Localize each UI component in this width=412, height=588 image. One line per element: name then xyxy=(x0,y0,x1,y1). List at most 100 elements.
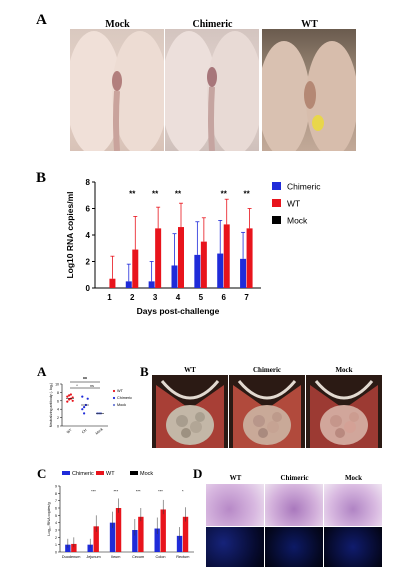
y-tick-label: 9 xyxy=(55,485,57,489)
significance-label: ** xyxy=(221,190,228,199)
y-tick-label: 10 xyxy=(55,383,59,387)
bar-chimeric xyxy=(65,544,71,552)
he-stain-wt xyxy=(206,484,264,526)
necropsy-label-wt: WT xyxy=(184,366,196,374)
top-B-chart: 0 2 4 6 8 Log10 RNA copies/ml Days post-challe… xyxy=(65,178,321,316)
legend-marker xyxy=(112,389,116,393)
bottom-panel-A-letter: A xyxy=(37,364,47,379)
histology-label-mock: Mock xyxy=(344,474,363,482)
x-tick-label: Cecum xyxy=(132,555,144,559)
scatter-point-wt xyxy=(69,397,72,400)
y-tick-label: 1 xyxy=(55,543,57,547)
y-tick-label: 6 xyxy=(55,507,57,511)
bar-wt xyxy=(178,227,184,288)
bar-chimeric xyxy=(194,254,201,288)
y-tick-label: 0 xyxy=(86,284,91,293)
scatter-point-wt xyxy=(71,399,74,402)
y-tick-label: 4 xyxy=(86,231,91,240)
significance-label: ** xyxy=(83,377,87,383)
legend-swatch-chimeric xyxy=(62,471,70,475)
bar-chimeric xyxy=(87,544,93,552)
y-axis-label: Neutralizing antibody (- log₂) xyxy=(49,383,53,427)
significance-label: *** xyxy=(158,489,163,494)
if-stain-wt xyxy=(206,527,264,567)
scatter-point-wt xyxy=(71,396,74,399)
x-tick-label: Rectum xyxy=(176,555,189,559)
legend-label-wt: WT xyxy=(106,471,115,477)
y-tick-label: 3 xyxy=(55,529,57,533)
x-tick-label: 7 xyxy=(244,293,249,302)
x-tick-label: 6 xyxy=(221,293,226,302)
bar-wt xyxy=(182,516,189,552)
y-tick-label: 0 xyxy=(55,551,57,555)
significance-label: * xyxy=(182,489,184,494)
x-tick-label: 1 xyxy=(107,293,112,302)
scatter-point-wt xyxy=(66,395,69,398)
scatter-point-chimeric xyxy=(83,406,86,409)
y-tick-label: 6 xyxy=(57,399,59,403)
significance-label: ** xyxy=(152,190,159,199)
y-tick-label: 8 xyxy=(55,492,57,496)
legend-label-chimeric: Chimeric xyxy=(287,182,321,192)
bottom-C-chart: 0 1 2 3 4 5 6 7 8 9 Log₁₀ RNA copies/g Chimeric WT Mo… xyxy=(47,471,194,559)
significance-label: ** xyxy=(243,190,250,199)
necropsy-chimeric-photo xyxy=(229,375,305,448)
bar-chimeric xyxy=(240,258,247,288)
bottom-panel-B-letter: B xyxy=(140,364,149,379)
y-axis-label: Log₁₀ RNA copies/g xyxy=(47,502,51,535)
photo-label-chimeric: Chimeric xyxy=(192,19,233,30)
y-tick-label: 2 xyxy=(86,258,91,267)
x-tick-label: WT xyxy=(66,427,73,434)
legend-swatch-chimeric xyxy=(272,182,281,190)
legend-swatch-wt xyxy=(272,199,281,207)
scatter-point-chimeric xyxy=(81,395,84,398)
y-tick-label: 2 xyxy=(55,536,57,540)
legend-label: Chimeric xyxy=(117,396,132,400)
y-tick-label: 4 xyxy=(57,408,59,412)
y-tick-label: 4 xyxy=(55,521,57,525)
legend-label: WT xyxy=(117,389,124,393)
y-tick-label: 5 xyxy=(55,514,57,518)
bar-chimeric xyxy=(148,281,155,288)
legend-marker xyxy=(112,403,116,407)
top-panel-A-letter: A xyxy=(36,12,47,28)
significance-label: *** xyxy=(113,489,118,494)
bottom-panel-D-letter: D xyxy=(193,466,203,481)
legend-label-mock: Mock xyxy=(140,471,153,477)
bar-chimeric xyxy=(125,281,132,288)
x-tick-label: 4 xyxy=(176,293,181,302)
bar-wt xyxy=(93,526,99,552)
if-stain-chimeric xyxy=(265,527,323,567)
scatter-point-chimeric xyxy=(86,397,89,400)
scatter-point-wt xyxy=(66,400,69,403)
x-tick-label: Colon xyxy=(156,555,166,559)
significance-label: * xyxy=(76,383,78,388)
necropsy-label-mock: Mock xyxy=(335,366,353,374)
he-stain-chimeric xyxy=(265,484,323,526)
bar-wt xyxy=(71,543,77,552)
histology-label-wt: WT xyxy=(229,474,242,482)
wt-pig-photo xyxy=(262,29,356,151)
bar-wt xyxy=(132,249,139,288)
chimeric-pig-photo xyxy=(165,29,259,151)
scatter-point-chimeric xyxy=(83,412,86,415)
legend-swatch-wt xyxy=(96,471,104,475)
bar-wt xyxy=(246,228,253,288)
x-axis-label: Days post-challenge xyxy=(137,306,220,316)
bar-chimeric xyxy=(132,530,138,552)
legend-label-chimeric: Chimeric xyxy=(72,471,94,477)
top-panel-B-letter: B xyxy=(36,170,47,186)
x-tick-label: 2 xyxy=(130,293,135,302)
bar-wt xyxy=(155,228,162,288)
x-tick-label: Duodenum xyxy=(62,555,81,559)
y-tick-label: 8 xyxy=(57,391,59,395)
y-tick-label: 2 xyxy=(57,416,59,420)
legend-label: Mock xyxy=(117,403,126,407)
scatter-point-chimeric xyxy=(81,408,84,411)
y-tick-label: 8 xyxy=(86,178,91,187)
significance-label: ** xyxy=(175,190,182,199)
necropsy-label-chimeric: Chimeric xyxy=(253,366,281,374)
x-tick-label: 5 xyxy=(199,293,204,302)
bar-chimeric xyxy=(154,528,160,552)
